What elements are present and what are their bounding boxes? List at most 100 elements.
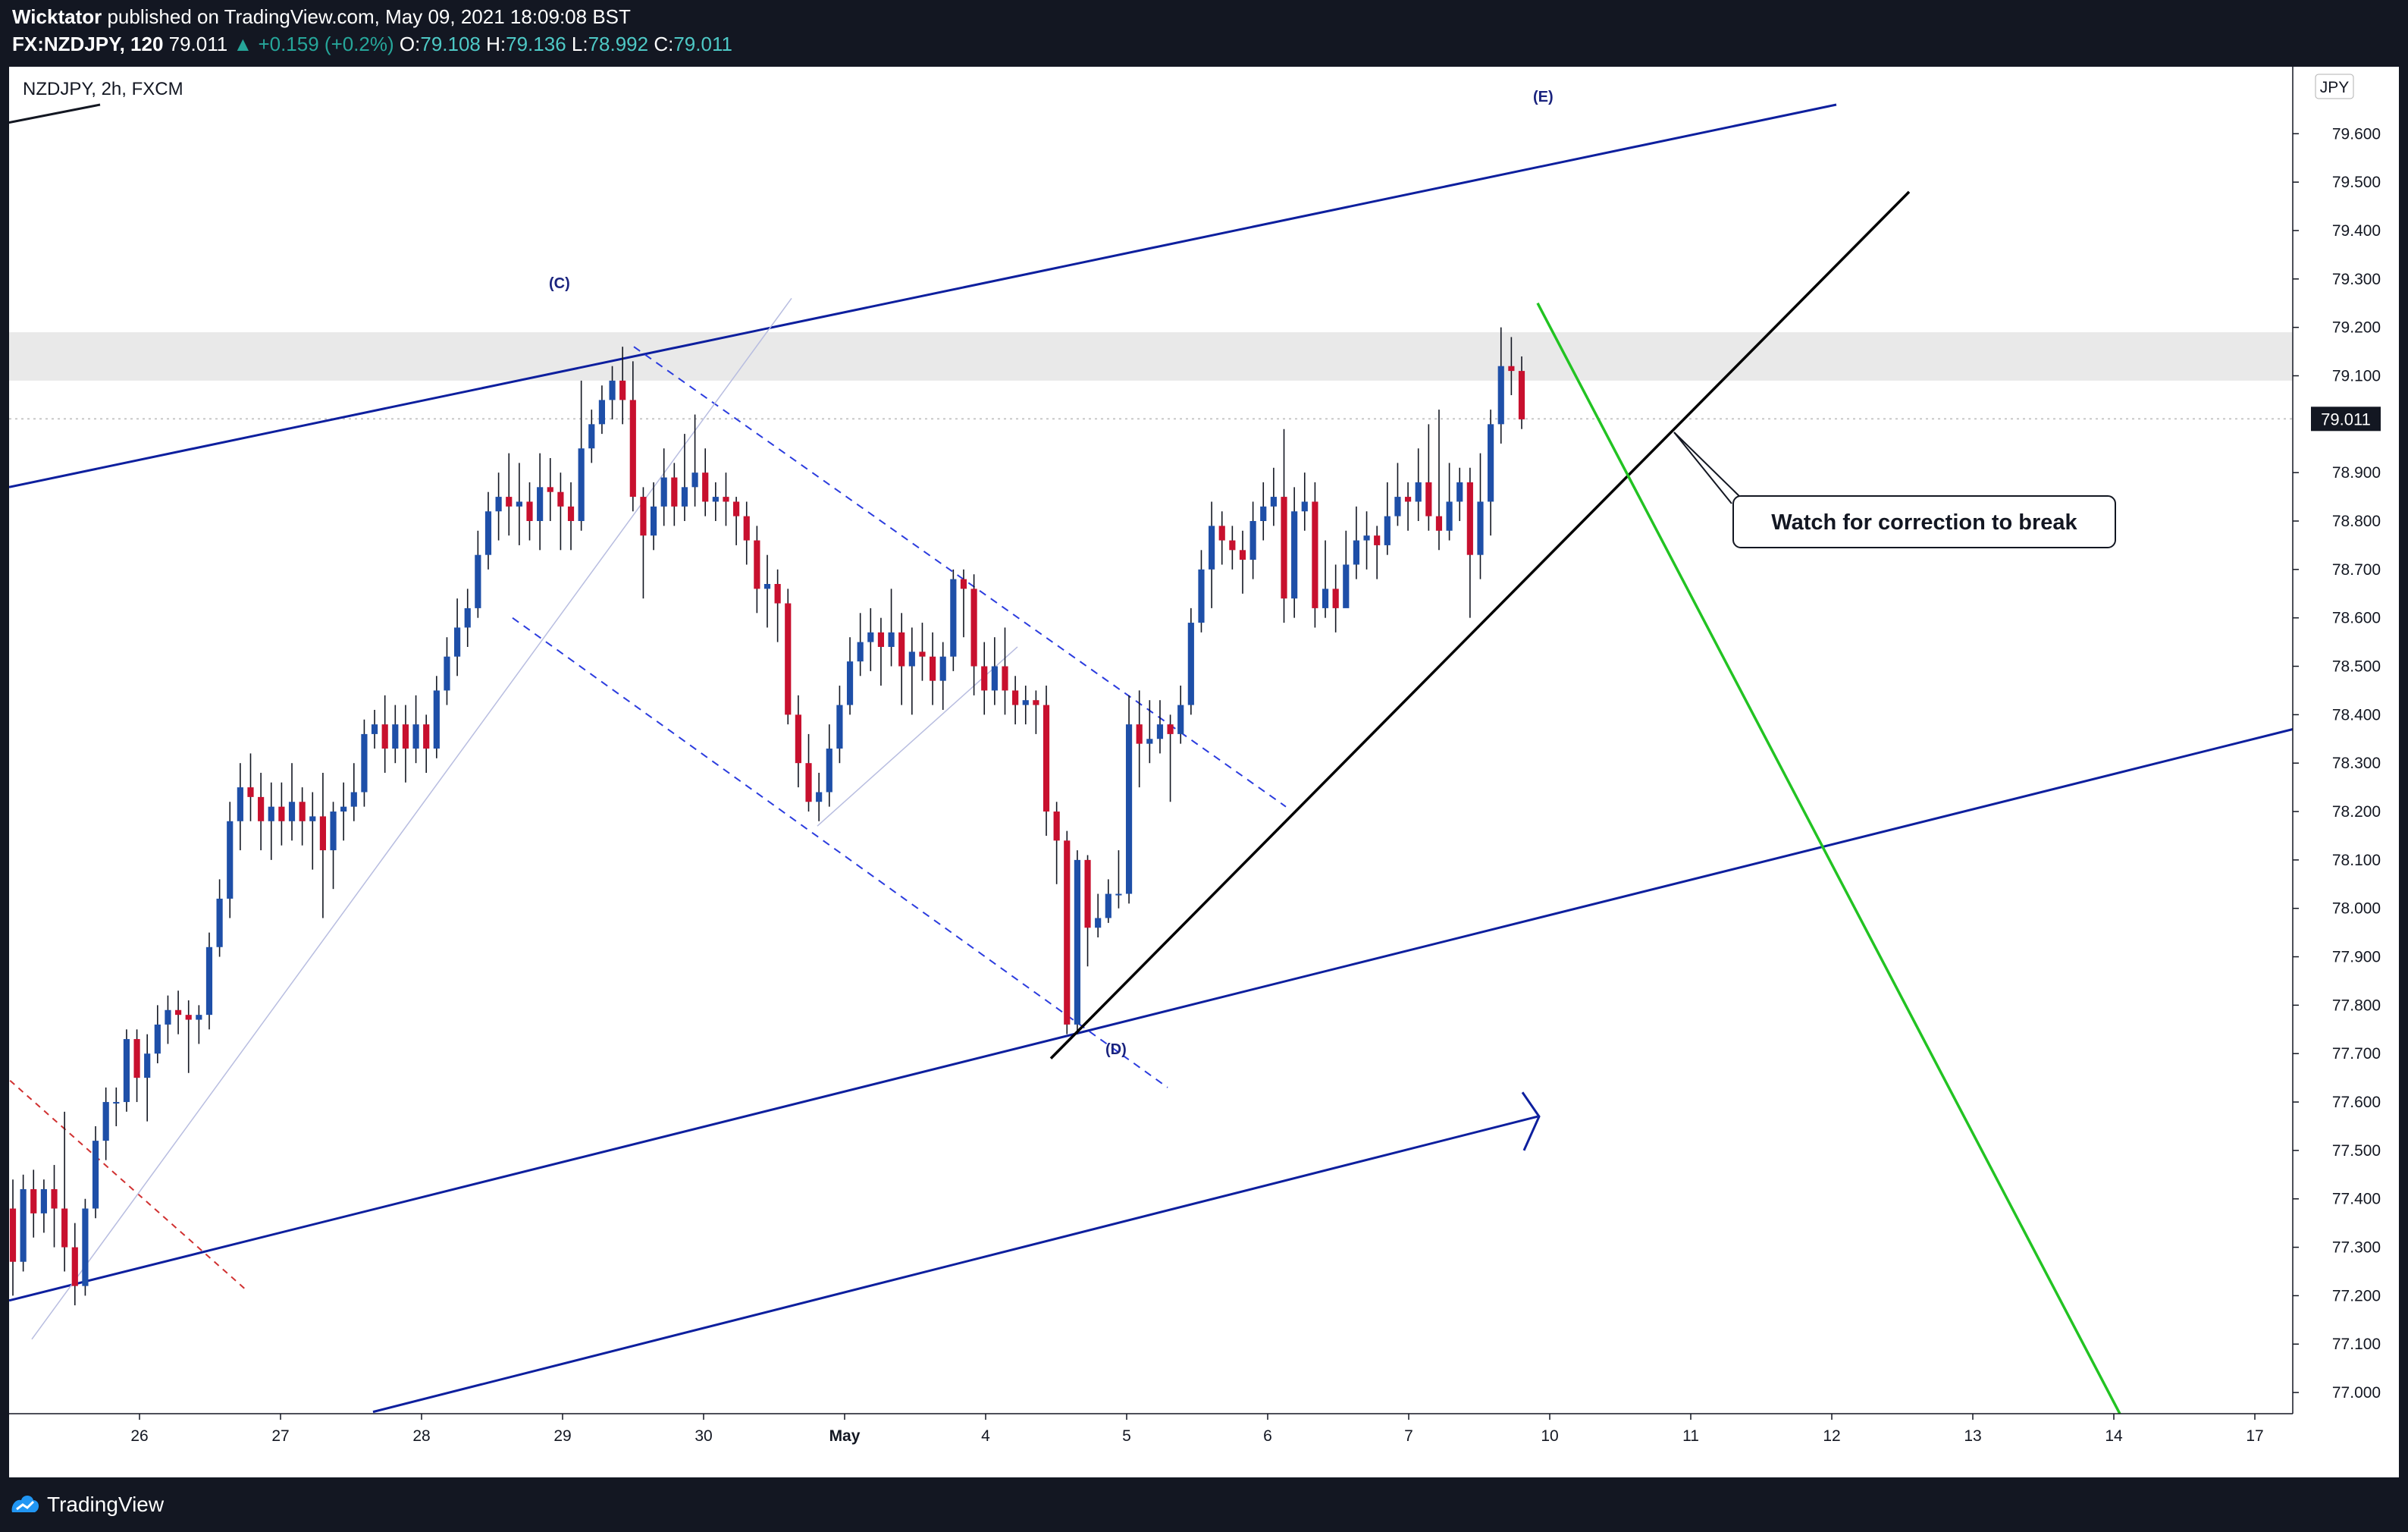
candle[interactable] bbox=[702, 448, 709, 516]
candle[interactable] bbox=[92, 1125, 99, 1219]
candle[interactable] bbox=[826, 724, 832, 807]
candle[interactable] bbox=[1394, 463, 1401, 526]
candle[interactable] bbox=[1466, 467, 1473, 618]
candle[interactable] bbox=[1488, 410, 1494, 536]
projection-arrow-line[interactable] bbox=[372, 1115, 1538, 1414]
candle[interactable] bbox=[247, 753, 254, 821]
candle[interactable] bbox=[51, 1165, 58, 1248]
candle[interactable] bbox=[1363, 511, 1370, 570]
channel-upper-line[interactable] bbox=[8, 103, 1837, 488]
candle[interactable] bbox=[174, 990, 182, 1034]
candle[interactable] bbox=[61, 1111, 68, 1272]
candle[interactable] bbox=[867, 607, 874, 671]
candle[interactable] bbox=[288, 763, 296, 841]
correction-channel-top[interactable] bbox=[633, 346, 1287, 808]
candle[interactable] bbox=[1415, 448, 1422, 522]
candle[interactable] bbox=[908, 627, 915, 715]
candle[interactable] bbox=[196, 1005, 202, 1044]
candle[interactable] bbox=[1177, 686, 1184, 744]
candle[interactable] bbox=[836, 686, 843, 764]
candle[interactable] bbox=[123, 1029, 130, 1112]
candle[interactable] bbox=[846, 637, 854, 715]
candle[interactable] bbox=[537, 453, 544, 551]
target-projection-line[interactable] bbox=[1536, 302, 2123, 1417]
candle[interactable] bbox=[1332, 564, 1339, 633]
candle[interactable] bbox=[671, 463, 678, 526]
candle[interactable] bbox=[640, 487, 647, 599]
candle[interactable] bbox=[1074, 850, 1080, 1034]
candle[interactable] bbox=[40, 1179, 47, 1233]
candle[interactable] bbox=[495, 472, 502, 541]
candle[interactable] bbox=[1064, 830, 1071, 1034]
candle[interactable] bbox=[681, 434, 688, 522]
candle[interactable] bbox=[691, 414, 698, 507]
candle[interactable] bbox=[981, 642, 988, 715]
author-name[interactable]: Wicktator bbox=[12, 5, 102, 28]
candle[interactable] bbox=[1249, 501, 1256, 579]
candle[interactable] bbox=[299, 787, 306, 846]
candle[interactable] bbox=[1033, 690, 1039, 734]
candle[interactable] bbox=[960, 569, 967, 638]
candle[interactable] bbox=[340, 782, 347, 841]
support-trend-line[interactable] bbox=[1049, 190, 1911, 1060]
candle[interactable] bbox=[371, 709, 378, 749]
candle[interactable] bbox=[1281, 429, 1287, 623]
candle[interactable] bbox=[939, 642, 946, 710]
candle[interactable] bbox=[743, 501, 750, 565]
candle[interactable] bbox=[412, 695, 419, 764]
candle[interactable] bbox=[1291, 487, 1298, 618]
candle[interactable] bbox=[1425, 424, 1432, 531]
candle[interactable] bbox=[733, 497, 740, 545]
candle[interactable] bbox=[1043, 686, 1050, 836]
candle[interactable] bbox=[185, 1000, 192, 1073]
candle[interactable] bbox=[30, 1169, 37, 1238]
candle[interactable] bbox=[1312, 482, 1318, 628]
candle[interactable] bbox=[1384, 482, 1391, 555]
footer-brand[interactable]: TradingView bbox=[47, 1493, 165, 1516]
candle[interactable] bbox=[578, 380, 585, 531]
price-axis[interactable] bbox=[2293, 67, 2399, 1477]
candle[interactable] bbox=[71, 1223, 78, 1306]
candle[interactable] bbox=[227, 802, 234, 918]
candle[interactable] bbox=[609, 366, 616, 419]
candle[interactable] bbox=[1002, 627, 1008, 715]
candle[interactable] bbox=[237, 763, 243, 851]
candle[interactable] bbox=[526, 482, 533, 541]
candle[interactable] bbox=[785, 589, 792, 725]
candle[interactable] bbox=[1053, 802, 1060, 884]
candle[interactable] bbox=[1322, 540, 1329, 618]
candle[interactable] bbox=[484, 491, 492, 570]
candle[interactable] bbox=[1115, 850, 1122, 909]
candle[interactable] bbox=[877, 617, 885, 686]
candle[interactable] bbox=[82, 1198, 89, 1296]
candle[interactable] bbox=[763, 554, 771, 628]
candle[interactable] bbox=[1187, 607, 1194, 715]
candle[interactable] bbox=[1343, 530, 1350, 608]
candle[interactable] bbox=[268, 782, 274, 860]
candle[interactable] bbox=[1136, 690, 1143, 788]
candle[interactable] bbox=[588, 410, 595, 463]
candle[interactable] bbox=[475, 530, 481, 618]
candle[interactable] bbox=[805, 733, 812, 812]
candle[interactable] bbox=[1435, 410, 1443, 551]
candle[interactable] bbox=[133, 1029, 140, 1103]
candle[interactable] bbox=[9, 1179, 17, 1296]
candle[interactable] bbox=[113, 1087, 120, 1126]
candle[interactable] bbox=[950, 569, 957, 671]
candle[interactable] bbox=[929, 632, 936, 705]
candle[interactable] bbox=[1477, 453, 1484, 579]
channel-lower-line[interactable] bbox=[8, 728, 2294, 1302]
candle[interactable] bbox=[1404, 482, 1412, 531]
candle[interactable] bbox=[1260, 482, 1267, 541]
candle[interactable] bbox=[1374, 526, 1381, 579]
candle[interactable] bbox=[309, 792, 316, 870]
candle[interactable] bbox=[319, 772, 326, 918]
candle[interactable] bbox=[258, 772, 265, 851]
candle[interactable] bbox=[1497, 327, 1504, 444]
chart-area[interactable]: 79.600 79.500 79.400 79.300 79.200 79.100 78.9… bbox=[1, 67, 2399, 1477]
candle[interactable] bbox=[970, 574, 977, 695]
candle[interactable] bbox=[433, 676, 440, 758]
candle[interactable] bbox=[1095, 893, 1102, 938]
candle[interactable] bbox=[361, 719, 368, 807]
candle[interactable] bbox=[154, 1005, 161, 1063]
